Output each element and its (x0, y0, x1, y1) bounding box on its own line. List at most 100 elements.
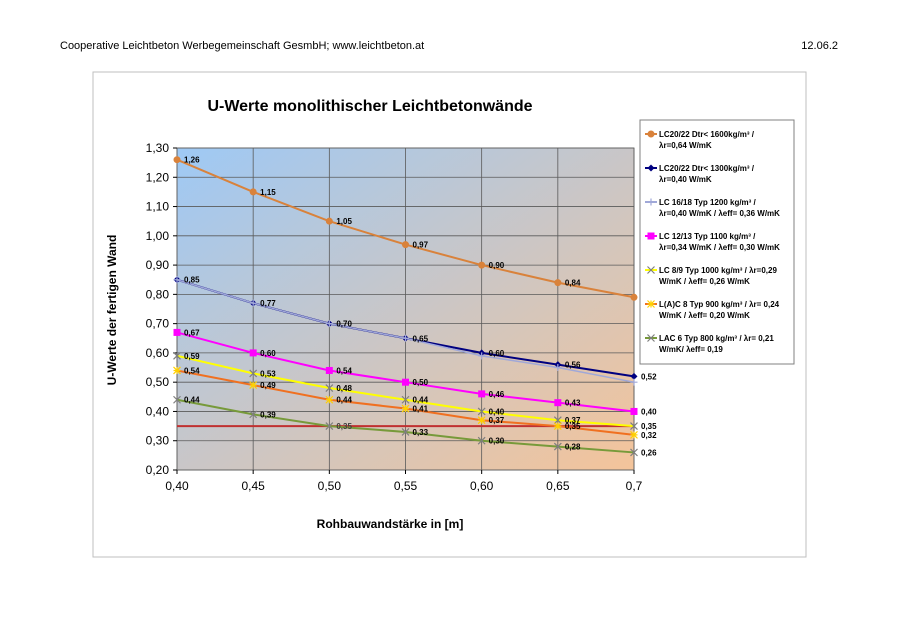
legend-label: LC 12/13 Typ 1100 kg/m³ / (659, 232, 756, 241)
data-label: 0,37 (565, 416, 581, 425)
chart-title: U-Werte monolithischer Leichtbetonwände (207, 98, 532, 115)
data-label: 1,26 (184, 156, 200, 165)
data-label: 0,28 (565, 443, 581, 452)
y-axis-title: U-Werte der fertigen Wand (105, 235, 119, 386)
data-label: 0,35 (641, 422, 657, 431)
y-tick-label: 0,80 (146, 287, 170, 301)
data-point (553, 422, 562, 431)
data-point (325, 422, 334, 431)
legend-label: LC20/22 Dtr< 1300kg/m³ / (659, 164, 755, 173)
data-point (249, 349, 257, 357)
data-point (630, 378, 638, 386)
data-label: 0,60 (489, 349, 505, 358)
data-point (401, 428, 410, 436)
series-4 (173, 328, 638, 415)
data-label: 0,52 (641, 372, 657, 381)
data-label: 0,30 (489, 437, 505, 446)
legend-box (639, 119, 795, 365)
y-tick-label: 0,70 (146, 317, 170, 331)
data-label: 0,26 (641, 448, 657, 457)
data-label: 0,50 (413, 378, 429, 387)
legend-label: LC 16/18 Typ 1200 kg/m³ / (659, 198, 757, 207)
data-label: 0,70 (336, 320, 352, 329)
header-company: Cooperative Leichtbeton Werbegemeinschaf… (60, 40, 425, 52)
data-point (630, 422, 638, 431)
legend-label: LAC 6 Typ 800 kg/m³ / λr= 0,21 (659, 334, 774, 343)
data-label: 0,35 (565, 422, 581, 431)
data-label: 0,46 (489, 390, 505, 399)
legend-item-1: LC20/22 Dtr< 1600kg/m³ / λr=0,64 W/mK (645, 130, 755, 150)
data-point (325, 384, 334, 392)
data-label: 0,44 (413, 396, 429, 405)
x-axis-title: Rohbauwandstärke in [m] (317, 517, 464, 531)
data-point (554, 364, 562, 372)
data-point (630, 372, 638, 380)
data-label: 0,85 (184, 276, 200, 285)
data-point (647, 334, 655, 342)
legend-label: LC20/22 Dtr< 1600kg/m³ / (659, 130, 755, 139)
data-labels: 1,26 1,15 1,05 0,97 0,90 0,84 0,85 0,77 0,70 0,65… (184, 156, 657, 458)
data-point (553, 416, 562, 425)
data-point (173, 366, 181, 375)
legend-label: λr=0,34 W/mK / λeff= 0,30 W/mK (659, 243, 780, 252)
legend-label: LC 8/9 Typ 1000 kg/m³ / λr=0,29 (659, 266, 777, 275)
data-point (647, 198, 655, 206)
x-axis-ticks: 0,40 0,45 0,50 0,55 0,60 0,65 0,7 (165, 470, 643, 493)
data-point (478, 390, 486, 398)
data-label: 0,39 (260, 410, 276, 419)
data-point (630, 430, 638, 439)
y-tick-label: 0,20 (146, 463, 170, 477)
data-label: 0,43 (565, 399, 581, 408)
y-tick-label: 0,40 (146, 404, 170, 418)
y-tick-label: 1,00 (146, 229, 170, 243)
data-point (402, 378, 409, 386)
data-point (630, 293, 638, 301)
data-point (173, 328, 181, 336)
data-point (647, 164, 655, 172)
series-7 (173, 395, 638, 457)
data-label: 0,37 (489, 416, 505, 425)
data-point (647, 300, 655, 308)
data-label: 0,90 (489, 261, 505, 270)
data-label: 0,84 (565, 279, 581, 288)
data-point (630, 407, 638, 415)
x-tick-label: 0,7 (626, 479, 643, 493)
x-tick-label: 0,40 (165, 479, 189, 493)
data-point (647, 130, 655, 138)
data-label: 0,49 (260, 381, 276, 390)
y-tick-label: 0,90 (146, 258, 170, 272)
y-tick-label: 0,30 (146, 434, 170, 448)
data-point (401, 395, 410, 404)
data-point (478, 261, 486, 269)
legend-label: W/mK/ λeff= 0,19 (659, 345, 723, 354)
data-label: 0,54 (336, 366, 352, 375)
data-label: 0,54 (184, 366, 200, 375)
series-1 (173, 156, 638, 301)
data-point (401, 404, 410, 413)
y-tick-label: 1,10 (146, 200, 170, 214)
data-point (477, 416, 486, 425)
data-label: 0,56 (565, 361, 581, 370)
legend-item-6: L(A)C 8 Typ 900 kg/m³ / λr= 0,24 W/mK / λ… (645, 300, 780, 320)
data-point (325, 395, 334, 404)
legend-label: W/mK / λeff= 0,26 W/mK (659, 277, 750, 286)
legend-label: W/mK / λeff= 0,20 W/mK (659, 311, 750, 320)
data-label: 0,44 (184, 396, 200, 405)
data-point (249, 188, 257, 196)
data-label: 0,60 (260, 349, 276, 358)
legend: LC20/22 Dtr< 1600kg/m³ /λr=0,64 W/mKLC20… (645, 130, 780, 354)
data-point (325, 366, 333, 374)
x-tick-label: 0,60 (470, 479, 494, 493)
data-point (325, 217, 333, 225)
data-point (173, 276, 181, 284)
data-point (249, 369, 258, 378)
x-tick-label: 0,50 (318, 479, 342, 493)
data-label: 0,77 (260, 299, 276, 308)
data-point (478, 352, 486, 360)
data-label: 0,32 (641, 431, 657, 440)
data-label: 1,05 (336, 217, 352, 226)
data-point (402, 334, 409, 342)
x-tick-label: 0,55 (394, 479, 418, 493)
data-point (554, 399, 562, 407)
